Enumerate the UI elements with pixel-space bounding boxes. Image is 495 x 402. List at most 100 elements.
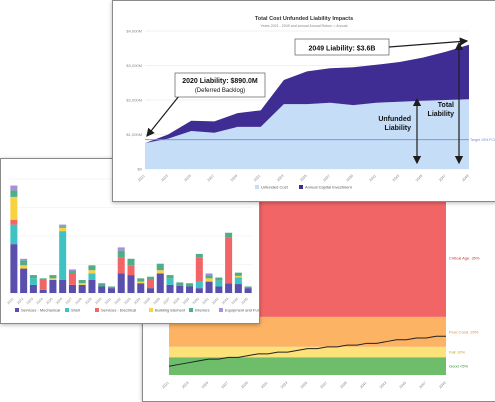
x-tick-label: 2033 — [276, 174, 284, 182]
bar-segment — [234, 272, 242, 276]
bar-segment — [156, 273, 164, 293]
x-tick-label: 2021 — [161, 381, 169, 389]
bar-segment — [156, 263, 164, 271]
stacked-bar-chart: 2021 2022 2023 2024 2025 2026 2027 2028 2029 2030… — [6, 178, 259, 313]
trend-line — [168, 335, 446, 367]
bar-segment — [195, 281, 203, 289]
bar-segment — [59, 227, 67, 232]
bar-segment — [117, 257, 125, 274]
x-tick-label: 2037 — [162, 297, 170, 305]
y-tick-label: $1,000M — [126, 132, 142, 137]
bar-segment — [205, 275, 213, 279]
chart-subtitle: Years 2021 - 2049 and annual Annual Retu… — [261, 24, 348, 28]
x-tick-label: 2023 — [160, 174, 168, 182]
x-tick-label: 2027 — [65, 297, 73, 305]
bar-segment — [215, 280, 223, 287]
bar-segment — [29, 284, 37, 293]
x-tick-label: 2049 — [461, 174, 469, 182]
x-tick-label: 2029 — [84, 297, 92, 305]
bar-segment — [49, 278, 57, 280]
bar-segment — [166, 275, 174, 279]
legend-swatch — [255, 185, 259, 189]
x-tick-label: 2041 — [369, 174, 377, 182]
x-tick-label: 2035 — [299, 174, 307, 182]
x-tick-label: 2035 — [143, 297, 151, 305]
bar-segment — [205, 281, 213, 293]
condition-band — [169, 357, 446, 375]
bar-segment — [186, 286, 194, 293]
bar-segment — [88, 270, 96, 274]
bar-segment — [225, 283, 233, 293]
x-tick-label: 2043 — [392, 174, 400, 182]
x-tick-label: 2035 — [300, 381, 308, 389]
annotation-2049: 2049 Liability: $3.6B — [309, 46, 376, 53]
bar-segment — [127, 265, 135, 276]
x-tick-label: 2025 — [201, 381, 209, 389]
bar-segment — [88, 273, 96, 280]
x-tick-label: 2038 — [172, 297, 180, 305]
bar-segment — [234, 275, 242, 278]
annotation-2020-line1: 2020 Liability: $890.0M — [182, 78, 258, 85]
y-tick-label: $3,000M — [126, 63, 142, 68]
bar-segment — [244, 288, 252, 293]
x-tick-label: 2034 — [133, 297, 141, 305]
legend-label: Services - Electrical — [101, 308, 136, 313]
x-tick-label: 2045 — [399, 381, 407, 389]
bar-segment — [68, 284, 76, 293]
legend-label: Interiors — [195, 308, 209, 313]
legend-swatch — [15, 308, 19, 312]
y-tick-label: $2,000M — [126, 98, 142, 103]
bar-segment — [127, 258, 135, 266]
bar-segment — [98, 286, 106, 293]
bar-segment — [166, 278, 174, 285]
bar-segment — [78, 283, 86, 285]
bar-segment — [147, 288, 155, 293]
bar-segment — [49, 279, 57, 293]
x-tick-label: 2049 — [438, 381, 446, 389]
bar-segment — [147, 279, 155, 289]
legend-label: Unfunded Cost — [261, 185, 289, 190]
bar-segment — [20, 258, 28, 261]
bar-segment — [215, 277, 223, 281]
legend-swatch — [189, 308, 193, 312]
x-tick-label: 2036 — [153, 297, 161, 305]
annotation-arrow-2020 — [146, 90, 184, 137]
x-tick-label: 2040 — [192, 297, 200, 305]
x-tick-label: 2022 — [16, 297, 24, 305]
x-tick-label: 2047 — [438, 174, 446, 182]
bar-segment — [205, 273, 213, 276]
x-tick-label: 2029 — [230, 174, 238, 182]
total-liability-label-1: Total — [438, 102, 454, 109]
x-tick-label: 2023 — [26, 297, 34, 305]
bar-segment — [78, 284, 86, 293]
bar-segment — [156, 270, 164, 274]
annotation-box-2049 — [294, 38, 390, 56]
x-tick-label: 2033 — [123, 297, 131, 305]
bar-segment — [29, 275, 37, 279]
x-tick-label: 2027 — [221, 381, 229, 389]
x-tick-label: 2041 — [201, 297, 209, 305]
bar-segment — [10, 224, 18, 245]
band-label: Critical Age: 35% — [449, 255, 480, 260]
bar-segment — [137, 283, 145, 293]
target-label: Target 15% FCI — [470, 138, 495, 142]
liability-area-chart: Total Cost Unfunded Liability Impacts Yea… — [126, 16, 495, 190]
x-tick-label: 2039 — [346, 174, 354, 182]
x-tick-label: 2043 — [379, 381, 387, 389]
bar-segment — [68, 273, 76, 285]
bar-segment — [195, 288, 203, 293]
bar-segment — [127, 275, 135, 293]
legend-swatch — [65, 308, 69, 312]
x-tick-label: 2031 — [253, 174, 261, 182]
bar-segment — [20, 265, 28, 269]
bar-segment — [234, 284, 242, 293]
bar-segment — [107, 288, 115, 293]
bar-segment — [29, 278, 37, 285]
chart-title: Total Cost Unfunded Liability Impacts — [255, 16, 353, 22]
unfunded-liability-label-2: Liability — [385, 125, 412, 132]
bar-segment — [39, 289, 47, 293]
bar-segment — [244, 286, 252, 289]
x-tick-label: 2045 — [240, 297, 248, 305]
x-tick-label: 2041 — [359, 381, 367, 389]
legend-label: Services - Mechanical — [21, 308, 60, 313]
